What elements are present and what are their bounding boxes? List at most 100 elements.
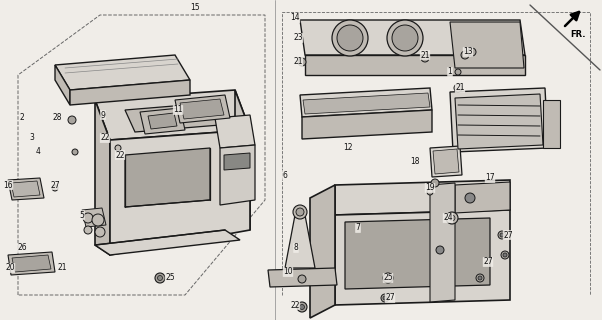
Polygon shape bbox=[180, 99, 224, 119]
Circle shape bbox=[296, 208, 304, 216]
Text: 3: 3 bbox=[29, 133, 34, 142]
Circle shape bbox=[468, 48, 476, 56]
Polygon shape bbox=[82, 208, 106, 227]
Polygon shape bbox=[11, 181, 40, 197]
Text: 7: 7 bbox=[356, 223, 361, 233]
Text: 14: 14 bbox=[290, 13, 300, 22]
Text: 20: 20 bbox=[5, 263, 15, 273]
Circle shape bbox=[498, 231, 506, 239]
Circle shape bbox=[427, 189, 433, 195]
Polygon shape bbox=[303, 93, 430, 114]
Text: 25: 25 bbox=[383, 274, 393, 283]
Text: 10: 10 bbox=[283, 268, 293, 276]
Polygon shape bbox=[430, 183, 455, 302]
Text: 24: 24 bbox=[443, 213, 453, 222]
Text: 23: 23 bbox=[293, 34, 303, 43]
Circle shape bbox=[155, 273, 165, 283]
Polygon shape bbox=[125, 148, 210, 207]
Polygon shape bbox=[148, 113, 177, 129]
Circle shape bbox=[461, 51, 469, 59]
Polygon shape bbox=[345, 218, 490, 289]
Circle shape bbox=[293, 205, 307, 219]
Text: 25: 25 bbox=[165, 274, 175, 283]
Circle shape bbox=[431, 179, 439, 187]
Circle shape bbox=[300, 305, 305, 309]
Circle shape bbox=[478, 276, 482, 280]
Polygon shape bbox=[220, 145, 255, 205]
Circle shape bbox=[501, 251, 509, 259]
Polygon shape bbox=[335, 180, 510, 215]
Text: 15: 15 bbox=[190, 4, 200, 12]
Text: 26: 26 bbox=[17, 244, 27, 252]
Circle shape bbox=[454, 84, 462, 92]
Circle shape bbox=[337, 25, 363, 51]
Text: 2: 2 bbox=[20, 114, 24, 123]
Polygon shape bbox=[215, 115, 255, 148]
Circle shape bbox=[115, 145, 121, 151]
Text: 5: 5 bbox=[79, 211, 84, 220]
Polygon shape bbox=[450, 22, 524, 68]
Circle shape bbox=[436, 246, 444, 254]
Circle shape bbox=[381, 294, 389, 302]
Circle shape bbox=[387, 20, 423, 56]
Circle shape bbox=[298, 58, 306, 66]
Circle shape bbox=[500, 233, 504, 237]
Text: 12: 12 bbox=[343, 143, 353, 153]
Polygon shape bbox=[310, 185, 335, 318]
Polygon shape bbox=[125, 103, 220, 132]
Polygon shape bbox=[433, 149, 459, 174]
Circle shape bbox=[52, 185, 58, 191]
Polygon shape bbox=[305, 55, 525, 75]
Polygon shape bbox=[110, 130, 250, 255]
Circle shape bbox=[449, 215, 455, 221]
Polygon shape bbox=[235, 90, 250, 230]
Text: 17: 17 bbox=[485, 173, 495, 182]
Circle shape bbox=[455, 69, 461, 75]
Circle shape bbox=[383, 296, 387, 300]
Circle shape bbox=[465, 193, 475, 203]
Text: 1: 1 bbox=[448, 68, 452, 76]
Text: 27: 27 bbox=[503, 230, 513, 239]
Polygon shape bbox=[175, 95, 230, 123]
Polygon shape bbox=[335, 210, 510, 305]
Text: 28: 28 bbox=[52, 114, 62, 123]
Text: 21: 21 bbox=[420, 51, 430, 60]
Circle shape bbox=[446, 212, 458, 224]
Text: 27: 27 bbox=[483, 258, 493, 267]
Text: 4: 4 bbox=[36, 148, 40, 156]
Polygon shape bbox=[450, 88, 548, 152]
Polygon shape bbox=[140, 108, 185, 134]
Circle shape bbox=[332, 20, 368, 56]
Circle shape bbox=[297, 302, 307, 312]
Text: 21: 21 bbox=[455, 84, 465, 92]
Circle shape bbox=[383, 273, 393, 283]
Polygon shape bbox=[55, 55, 190, 90]
Text: 18: 18 bbox=[410, 157, 420, 166]
Text: 22: 22 bbox=[101, 133, 110, 142]
Text: 22: 22 bbox=[290, 300, 300, 309]
Polygon shape bbox=[8, 252, 55, 275]
Polygon shape bbox=[285, 215, 315, 268]
Circle shape bbox=[476, 274, 484, 282]
Polygon shape bbox=[12, 255, 51, 272]
Text: 22: 22 bbox=[115, 150, 125, 159]
Polygon shape bbox=[224, 153, 250, 170]
Polygon shape bbox=[95, 230, 240, 255]
Polygon shape bbox=[70, 80, 190, 105]
Text: 6: 6 bbox=[282, 171, 287, 180]
Polygon shape bbox=[300, 20, 525, 55]
Circle shape bbox=[421, 54, 429, 62]
Text: 16: 16 bbox=[3, 180, 13, 189]
Text: 19: 19 bbox=[425, 183, 435, 193]
Circle shape bbox=[95, 227, 105, 237]
Circle shape bbox=[68, 116, 76, 124]
Polygon shape bbox=[55, 65, 70, 105]
Polygon shape bbox=[455, 94, 543, 149]
Polygon shape bbox=[8, 178, 44, 200]
Text: 11: 11 bbox=[173, 106, 183, 115]
Circle shape bbox=[298, 275, 306, 283]
Polygon shape bbox=[95, 100, 110, 255]
Circle shape bbox=[72, 149, 78, 155]
Circle shape bbox=[392, 25, 418, 51]
Polygon shape bbox=[455, 182, 510, 213]
